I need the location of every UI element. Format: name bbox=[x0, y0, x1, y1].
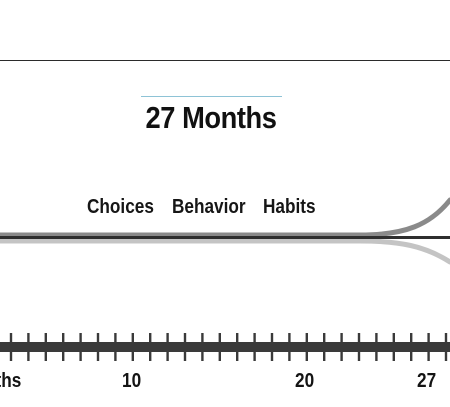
stage-label-behavior: Behavior bbox=[172, 196, 246, 218]
tick-label-27: 27 bbox=[417, 370, 437, 392]
timeline-ticks bbox=[9, 333, 448, 361]
timeline-axis bbox=[0, 342, 450, 352]
diagram-title: 27 Months bbox=[145, 100, 277, 135]
stage-label-habits: Habits bbox=[263, 196, 316, 218]
top-divider bbox=[0, 60, 450, 61]
upper-diverging-curve bbox=[0, 197, 450, 238]
stage-label-choices: Choices bbox=[87, 196, 154, 218]
tick-label-20: 20 bbox=[295, 370, 315, 392]
lower-diverging-curve bbox=[0, 238, 450, 265]
title-accent-rule bbox=[141, 96, 282, 97]
tick-label-10: 10 bbox=[122, 370, 142, 392]
tick-label-months: nths bbox=[0, 370, 22, 392]
